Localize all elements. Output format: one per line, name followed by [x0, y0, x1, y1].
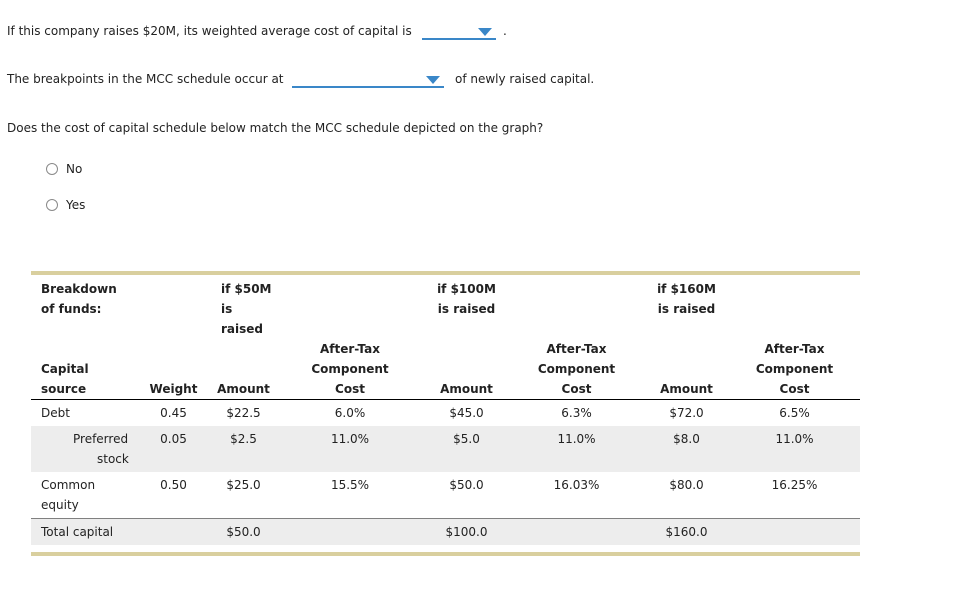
schedule-table: Breakdown of funds: if $50M is raised if… — [31, 275, 860, 545]
amount-cell: $80.0 — [669, 478, 704, 492]
total-amount-160: $160.0 — [644, 518, 729, 545]
cost-50-header: After-Tax Component Cost — [276, 339, 424, 400]
breakpoints-dropdown[interactable] — [292, 72, 444, 88]
cost-cell: 11.0% — [729, 426, 860, 472]
total-amount-100: $100.0 — [424, 518, 509, 545]
amount-50-header: Amount — [211, 339, 276, 400]
amount-100-header: Amount — [424, 339, 509, 400]
table-row-debt: Debt 0.45 $22.5 6.0% $45.0 6.3% $72.0 6.… — [31, 400, 860, 427]
table-row-total-capital: Total capital $50.0 $100.0 $160.0 — [31, 518, 860, 545]
scenario-160-header: if $160M is raised — [657, 282, 716, 316]
source-cell: Debt — [41, 406, 70, 420]
amount-cell: $45.0 — [449, 406, 484, 420]
question-wacc-suffix: . — [503, 24, 507, 38]
table-row-preferred-stock: Preferred stock 0.05 $2.5 11.0% $5.0 11.… — [31, 426, 860, 472]
weight-cell: 0.50 — [160, 478, 187, 492]
table-row-common-equity: Common equity 0.50 $25.0 15.5% $50.0 16.… — [31, 472, 860, 519]
source-cell: Preferred stock — [31, 426, 136, 472]
option-no-label: No — [66, 162, 83, 176]
amount-cell: $25.0 — [226, 478, 261, 492]
weight-header: Weight — [136, 339, 211, 400]
radio-no[interactable] — [46, 163, 58, 175]
source-cell: Common equity — [41, 478, 96, 512]
amount-cell: $22.5 — [226, 406, 261, 420]
question-breakpoints-suffix: of newly raised capital. — [455, 72, 595, 86]
amount-cell: $2.5 — [211, 426, 276, 472]
cost-100-header: After-Tax Component Cost — [509, 339, 644, 400]
amount-cell: $72.0 — [669, 406, 704, 420]
amount-160-header: Amount — [644, 339, 729, 400]
cost-cell: 6.0% — [334, 406, 366, 420]
wacc-dropdown[interactable] — [422, 24, 496, 40]
cost-cell: 11.0% — [509, 426, 644, 472]
table-bottom-bar — [31, 552, 860, 556]
cost-cell: 11.0% — [276, 426, 424, 472]
cost-cell: 16.25% — [771, 478, 818, 492]
question-wacc-text: If this company raises $20M, its weighte… — [7, 24, 412, 38]
radio-yes[interactable] — [46, 199, 58, 211]
question-breakpoints-text: The breakpoints in the MCC schedule occu… — [7, 72, 284, 86]
weight-cell: 0.05 — [136, 426, 211, 472]
cost-160-header: After-Tax Component Cost — [729, 339, 860, 400]
total-amount-50: $50.0 — [211, 518, 276, 545]
question-schedule-match: Does the cost of capital schedule below … — [7, 121, 544, 135]
chevron-down-icon — [426, 76, 440, 84]
option-yes[interactable]: Yes — [46, 198, 85, 212]
breakdown-header: Breakdown of funds: — [41, 282, 117, 316]
header-row-columns: Capital source Weight Amount After-Tax C… — [31, 339, 860, 400]
cost-cell: 15.5% — [330, 478, 370, 492]
weight-cell: 0.45 — [160, 406, 187, 420]
scenario-100-header: if $100M is raised — [437, 282, 496, 316]
header-row-scenarios: Breakdown of funds: if $50M is raised if… — [31, 279, 860, 339]
amount-cell: $5.0 — [424, 426, 509, 472]
cost-cell: 16.03% — [553, 478, 600, 492]
amount-cell: $8.0 — [644, 426, 729, 472]
chevron-down-icon — [478, 28, 492, 36]
question-breakpoints: The breakpoints in the MCC schedule occu… — [7, 72, 284, 86]
total-label: Total capital — [31, 518, 136, 545]
option-yes-label: Yes — [66, 198, 86, 212]
cost-of-capital-table: Breakdown of funds: if $50M is raised if… — [31, 271, 860, 556]
amount-cell: $50.0 — [449, 478, 484, 492]
option-no[interactable]: No — [46, 162, 82, 176]
scenario-50-header: if $50M is raised — [221, 282, 272, 336]
table-top-bar — [31, 271, 860, 275]
question-wacc: If this company raises $20M, its weighte… — [7, 24, 412, 38]
cost-cell: 6.3% — [561, 406, 592, 420]
cost-cell: 6.5% — [779, 406, 810, 420]
capital-source-header: Capital source — [31, 339, 136, 400]
